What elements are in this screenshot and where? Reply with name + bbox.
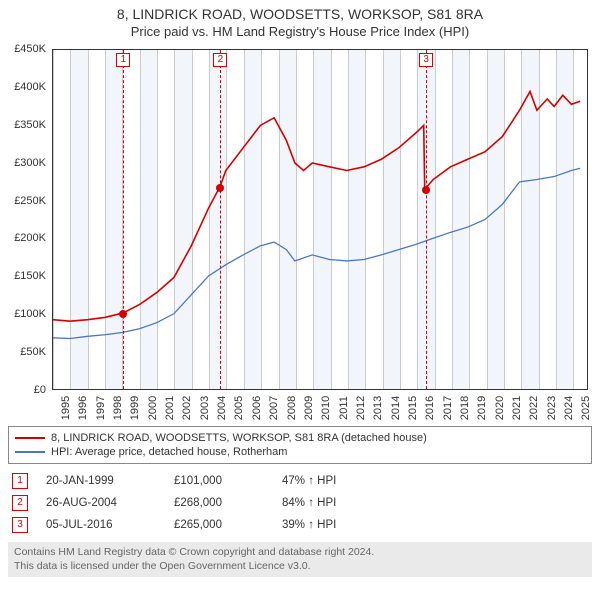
x-tick-label: 2025 bbox=[581, 396, 593, 420]
x-tick-label: 2023 bbox=[546, 396, 558, 420]
y-tick-label: £300K bbox=[6, 157, 46, 169]
x-tick-label: 2012 bbox=[355, 396, 367, 420]
chart-area: £0 £50K £100K £150K £200K £250K £300K £350K £400… bbox=[6, 45, 594, 420]
legend-swatch bbox=[15, 451, 45, 453]
sale-marker-line bbox=[220, 50, 221, 389]
sales-row: 2 26-AUG-2004 £268,000 84% ↑ HPI bbox=[8, 492, 592, 514]
sales-row-date: 26-AUG-2004 bbox=[46, 497, 156, 509]
y-tick-label: £450K bbox=[6, 43, 46, 55]
x-tick-label: 2021 bbox=[511, 396, 523, 420]
x-tick-label: 2020 bbox=[494, 396, 506, 420]
sale-marker-dot bbox=[119, 310, 127, 318]
x-tick-label: 2017 bbox=[442, 396, 454, 420]
x-tick-label: 2000 bbox=[147, 396, 159, 420]
y-tick-label: £50K bbox=[6, 346, 46, 358]
sale-marker-line bbox=[123, 50, 124, 389]
sales-row-num: 3 bbox=[12, 517, 28, 533]
sales-row-price: £101,000 bbox=[174, 475, 264, 487]
sale-marker-dot bbox=[422, 186, 430, 194]
x-tick-label: 2013 bbox=[372, 396, 384, 420]
x-tick-label: 2001 bbox=[164, 396, 176, 420]
sale-marker-box: 3 bbox=[419, 53, 433, 67]
legend-label: 8, LINDRICK ROAD, WOODSETTS, WORKSOP, S8… bbox=[51, 432, 427, 444]
footer-line-2: This data is licensed under the Open Gov… bbox=[14, 560, 586, 574]
x-tick-label: 2018 bbox=[459, 396, 471, 420]
sales-row-num: 1 bbox=[12, 473, 28, 489]
sales-row: 3 05-JUL-2016 £265,000 39% ↑ HPI bbox=[8, 514, 592, 536]
x-tick-label: 1996 bbox=[78, 396, 90, 420]
series-line bbox=[53, 168, 580, 338]
chart-title: 8, LINDRICK ROAD, WOODSETTS, WORKSOP, S8… bbox=[6, 6, 594, 22]
sale-marker-box: 1 bbox=[116, 53, 130, 67]
y-tick-label: £350K bbox=[6, 119, 46, 131]
y-tick-label: £400K bbox=[6, 81, 46, 93]
x-tick-label: 2011 bbox=[337, 396, 349, 420]
x-tick-label: 1997 bbox=[95, 396, 107, 420]
sales-row-pct: 39% ↑ HPI bbox=[282, 519, 336, 531]
x-tick-label: 2008 bbox=[286, 396, 298, 420]
sales-row-date: 20-JAN-1999 bbox=[46, 475, 156, 487]
y-tick-label: £200K bbox=[6, 232, 46, 244]
legend-row: HPI: Average price, detached house, Roth… bbox=[15, 445, 585, 459]
x-tick-label: 1999 bbox=[130, 396, 142, 420]
legend-label: HPI: Average price, detached house, Roth… bbox=[51, 446, 287, 458]
x-tick-label: 2019 bbox=[477, 396, 489, 420]
x-tick-label: 1995 bbox=[60, 396, 72, 420]
footer-line-1: Contains HM Land Registry data © Crown c… bbox=[14, 546, 586, 560]
legend-row: 8, LINDRICK ROAD, WOODSETTS, WORKSOP, S8… bbox=[15, 431, 585, 445]
footer: Contains HM Land Registry data © Crown c… bbox=[8, 542, 592, 577]
series-lines bbox=[53, 50, 587, 389]
x-tick-label: 2010 bbox=[320, 396, 332, 420]
y-tick-label: £0 bbox=[6, 384, 46, 396]
sales-row-num: 2 bbox=[12, 495, 28, 511]
x-tick-label: 2005 bbox=[234, 396, 246, 420]
x-tick-label: 2015 bbox=[407, 396, 419, 420]
sales-table: 1 20-JAN-1999 £101,000 47% ↑ HPI 2 26-AUG-200… bbox=[8, 470, 592, 536]
sales-row-price: £265,000 bbox=[174, 519, 264, 531]
sale-marker-line bbox=[426, 50, 427, 389]
x-tick-label: 2024 bbox=[563, 396, 575, 420]
legend: 8, LINDRICK ROAD, WOODSETTS, WORKSOP, S8… bbox=[8, 426, 592, 464]
sales-row-pct: 47% ↑ HPI bbox=[282, 475, 336, 487]
sales-row: 1 20-JAN-1999 £101,000 47% ↑ HPI bbox=[8, 470, 592, 492]
y-tick-label: £250K bbox=[6, 195, 46, 207]
legend-swatch bbox=[15, 437, 45, 439]
sale-marker-dot bbox=[216, 184, 224, 192]
plot: 1 2 3 bbox=[52, 49, 588, 390]
x-tick-label: 2016 bbox=[425, 396, 437, 420]
sales-row-date: 05-JUL-2016 bbox=[46, 519, 156, 531]
x-tick-label: 2007 bbox=[268, 396, 280, 420]
sales-row-pct: 84% ↑ HPI bbox=[282, 497, 336, 509]
x-tick-label: 2014 bbox=[390, 396, 402, 420]
chart-subtitle: Price paid vs. HM Land Registry's House … bbox=[6, 24, 594, 39]
x-tick-label: 2022 bbox=[529, 396, 541, 420]
x-tick-label: 2003 bbox=[199, 396, 211, 420]
x-tick-label: 2004 bbox=[216, 396, 228, 420]
x-tick-label: 2009 bbox=[303, 396, 315, 420]
y-tick-label: £150K bbox=[6, 270, 46, 282]
sale-marker-box: 2 bbox=[213, 53, 227, 67]
x-tick-label: 2006 bbox=[251, 396, 263, 420]
sales-row-price: £268,000 bbox=[174, 497, 264, 509]
x-tick-label: 1998 bbox=[112, 396, 124, 420]
y-tick-label: £100K bbox=[6, 308, 46, 320]
x-tick-label: 2002 bbox=[182, 396, 194, 420]
